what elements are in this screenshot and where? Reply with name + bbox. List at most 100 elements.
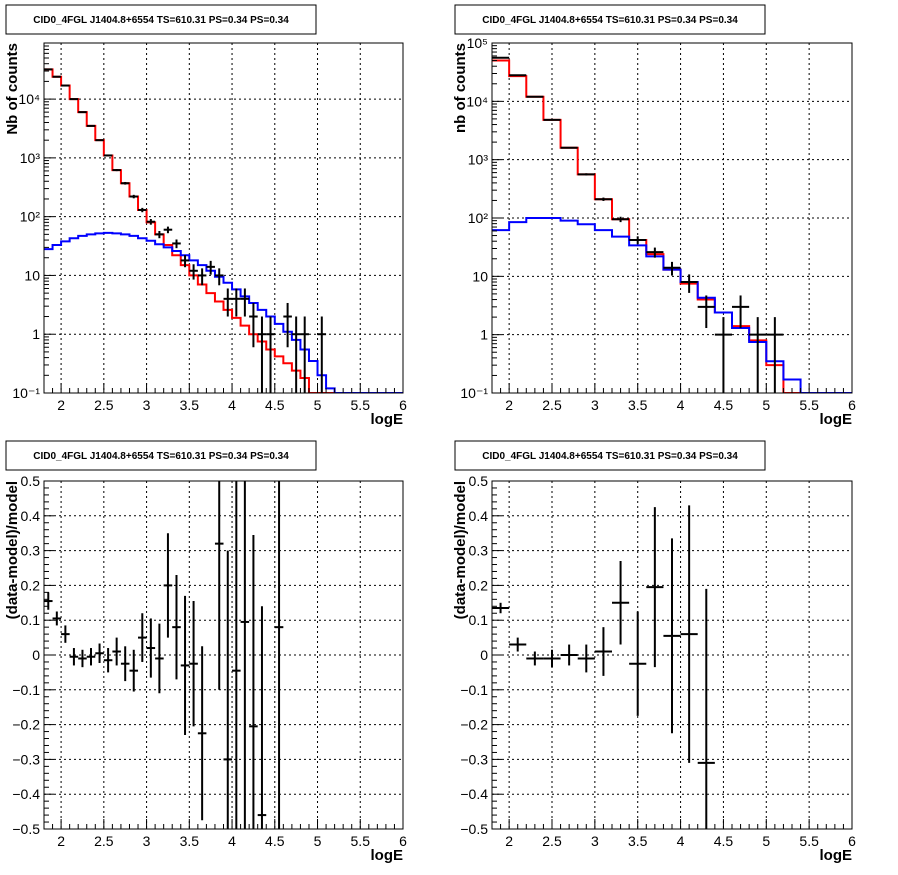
y-tick-label: −0.5 <box>12 821 40 837</box>
x-tick-label: 3.5 <box>628 397 648 413</box>
y-tick-label: 1 <box>480 327 488 343</box>
x-axis-title: logE <box>820 847 853 864</box>
data-point <box>283 302 292 348</box>
y-tick-label: −0.1 <box>12 682 40 698</box>
data-point <box>680 505 698 763</box>
grid-lines <box>44 481 403 829</box>
data-point <box>112 637 121 666</box>
data-point <box>629 611 647 716</box>
data-point <box>112 169 121 172</box>
x-axis-title: logE <box>371 411 404 428</box>
data-point <box>249 534 258 829</box>
data-point <box>180 255 190 268</box>
y-axis: −0.5 −0.4 −0.3 −0.2 −0.1 0 0.1 0.2 0.3 0.4 0.5 <box>460 473 502 837</box>
data-point <box>526 651 544 666</box>
y-axis-title: Nb of counts <box>4 43 21 135</box>
y-tick-label: 10⁵ <box>467 35 488 51</box>
x-axis: 2 2.5 3 3.5 4 4.5 5 5.5 6 <box>491 383 856 413</box>
x-axis: 2 2.5 3 3.5 4 4.5 5 5.5 6 <box>43 819 407 849</box>
data-point <box>543 118 561 121</box>
data-point <box>86 124 96 127</box>
data-point <box>697 588 715 829</box>
x-tick-label: 2 <box>57 397 65 413</box>
data-point <box>232 288 241 317</box>
y-axis: 10⁻¹ 1 10 10² 10³ 10⁴ 10⁵ <box>460 35 502 401</box>
panel-3-title-box: CID0_4FGL J1404.8+6554 TS=610.31 PS=0.34… <box>5 440 317 471</box>
y-tick-label: −0.2 <box>460 717 488 733</box>
x-tick-label: 4 <box>228 833 236 849</box>
data-point <box>560 644 578 666</box>
data-point <box>257 316 267 393</box>
panel-4-title: CID0_4FGL J1404.8+6554 TS=610.31 PS=0.34… <box>482 451 738 462</box>
data-point <box>86 648 96 666</box>
x-tick-label: 5.5 <box>799 833 819 849</box>
x-tick-label: 5 <box>762 397 770 413</box>
x-tick-label: 4 <box>677 397 685 413</box>
data-point <box>240 481 250 829</box>
data-point <box>612 216 630 223</box>
data-point <box>146 618 156 678</box>
data-point <box>560 146 578 149</box>
data-point <box>197 646 207 821</box>
y-tick-label: 0.4 <box>21 508 41 524</box>
data-point <box>206 260 215 275</box>
data-point <box>78 649 87 668</box>
y-tick-label: 10³ <box>468 152 489 168</box>
y-tick-label: 10³ <box>20 150 41 166</box>
background-model-step-line <box>44 231 403 393</box>
data-point <box>189 264 198 280</box>
x-tick-label: 3 <box>591 397 599 413</box>
x-tick-label: 6 <box>399 397 407 413</box>
data-point <box>274 481 284 829</box>
x-axis-title: logE <box>820 411 853 428</box>
data-point <box>172 239 181 249</box>
panel-3-title: CID0_4FGL J1404.8+6554 TS=610.31 PS=0.34… <box>33 451 289 462</box>
y-tick-label: −0.1 <box>460 682 488 698</box>
x-axis-title: logE <box>371 847 404 864</box>
data-point <box>577 173 595 176</box>
data-point <box>120 181 130 185</box>
x-axis: 2 2.5 3 3.5 4 4.5 5 5.5 6 <box>43 383 407 413</box>
y-tick-label: 10⁻¹ <box>460 385 488 401</box>
data-point <box>240 288 250 317</box>
y-axis-title: nb of counts <box>452 43 469 133</box>
plot-area <box>492 56 852 393</box>
y-tick-label: 0.1 <box>21 612 41 628</box>
y-tick-label: 10⁴ <box>466 93 488 109</box>
data-point <box>680 274 698 293</box>
x-axis: 2 2.5 3 3.5 4 4.5 5 5.5 6 <box>491 819 856 849</box>
y-axis-title: (data-model)/model <box>452 481 469 619</box>
y-tick-label: 10 <box>24 267 40 283</box>
data-point <box>714 317 732 393</box>
y-tick-label: 0.5 <box>21 473 41 489</box>
grid-lines <box>44 43 403 393</box>
data-point <box>766 317 784 393</box>
data-point <box>138 207 147 213</box>
x-tick-label: 4.5 <box>265 397 285 413</box>
data-point <box>594 197 612 201</box>
background-model-step-line <box>492 217 852 393</box>
y-tick-label: 0.3 <box>469 543 489 559</box>
y-tick-label: 10² <box>20 209 41 225</box>
data-point <box>612 561 630 645</box>
data-point <box>223 288 233 317</box>
x-tick-label: 5 <box>314 833 322 849</box>
panel-2-title: CID0_4FGL J1404.8+6554 TS=610.31 PS=0.34… <box>482 15 738 26</box>
data-point <box>129 649 139 692</box>
y-tick-label: 0.1 <box>469 612 489 628</box>
x-tick-label: 3.5 <box>628 833 648 849</box>
plot-frame <box>43 42 404 394</box>
plot-area <box>44 481 284 829</box>
y-axis: 10⁻¹ 1 10 10² 10³ 10⁴ <box>12 42 54 401</box>
data-point <box>163 533 173 638</box>
x-tick-label: 4.5 <box>714 833 734 849</box>
y-tick-label: 0.3 <box>21 543 41 559</box>
data-point <box>214 481 224 690</box>
total-model-step-line <box>44 68 403 393</box>
x-tick-label: 2 <box>505 397 513 413</box>
x-tick-label: 3 <box>143 397 151 413</box>
data-point <box>180 595 190 736</box>
y-tick-label: 0.5 <box>469 473 489 489</box>
data-point <box>172 574 181 680</box>
